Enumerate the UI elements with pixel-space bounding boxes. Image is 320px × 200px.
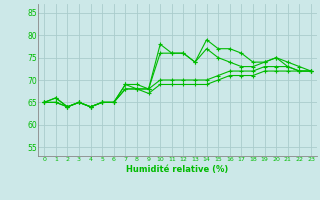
X-axis label: Humidité relative (%): Humidité relative (%) xyxy=(126,165,229,174)
